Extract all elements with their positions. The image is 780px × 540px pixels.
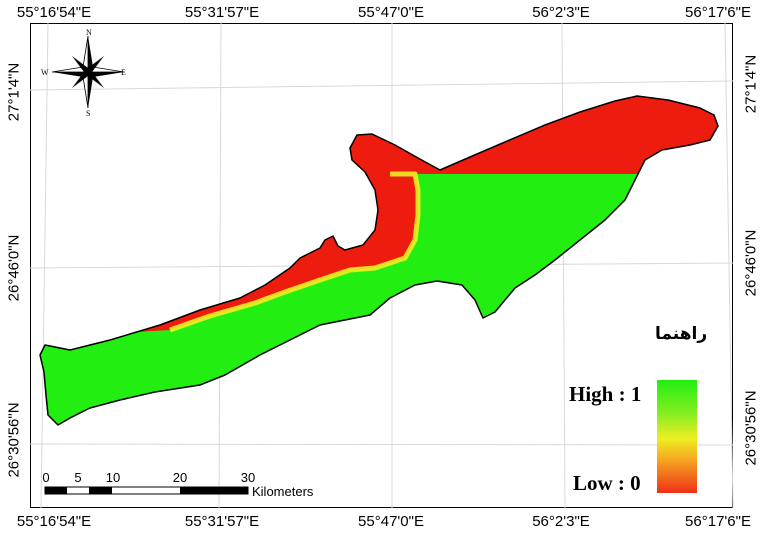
scale-tick-10: 10 — [105, 470, 121, 485]
coord-bottom-3: 55°47'0"E — [358, 513, 424, 530]
coord-bottom-4: 56°2'3"E — [532, 513, 590, 530]
graticule — [29, 22, 734, 509]
coord-bottom-1: 55°16'54"E — [16, 513, 92, 530]
legend-color-ramp — [657, 380, 697, 493]
legend-low-label: Low : 0 — [573, 471, 641, 495]
coord-bottom-5: 56°17'6"E — [685, 513, 751, 530]
coord-left-2: 26°46'0"N — [5, 234, 23, 302]
coord-top-4: 56°2'3"E — [532, 4, 590, 21]
legend-high-label: High : 1 — [569, 382, 642, 406]
coord-right-2: 26°46'0"N — [742, 229, 760, 297]
compass-west: W — [41, 68, 49, 77]
coord-top-2: 55°31'57"E — [184, 4, 260, 21]
scale-unit-label: Kilometers — [252, 484, 314, 499]
scale-tick-20: 20 — [172, 470, 188, 485]
compass-north: N — [86, 28, 92, 37]
scale-tick-30: 30 — [240, 470, 256, 485]
scale-tick-5: 5 — [74, 470, 82, 485]
scale-bar — [44, 486, 249, 495]
coord-top-3: 55°47'0"E — [358, 4, 424, 21]
compass-icon: N S E W — [41, 28, 126, 118]
coord-right-1: 27°1'4"N — [742, 54, 760, 114]
lake-outline — [39, 95, 719, 426]
coord-left-3: 26°30'56"N — [5, 402, 23, 478]
coord-left-1: 27°1'4"N — [5, 62, 23, 122]
coord-bottom-2: 55°31'57"E — [184, 513, 260, 530]
transition-band — [169, 171, 421, 333]
compass-south: S — [86, 109, 90, 118]
coord-top-5: 56°17'6"E — [685, 4, 751, 21]
compass-east: E — [121, 68, 126, 77]
legend-title: راهنما — [655, 324, 708, 344]
scale-tick-0: 0 — [42, 470, 50, 485]
coord-top-1: 55°16'54"E — [16, 4, 92, 21]
coord-right-3: 26°30'56"N — [742, 390, 760, 466]
